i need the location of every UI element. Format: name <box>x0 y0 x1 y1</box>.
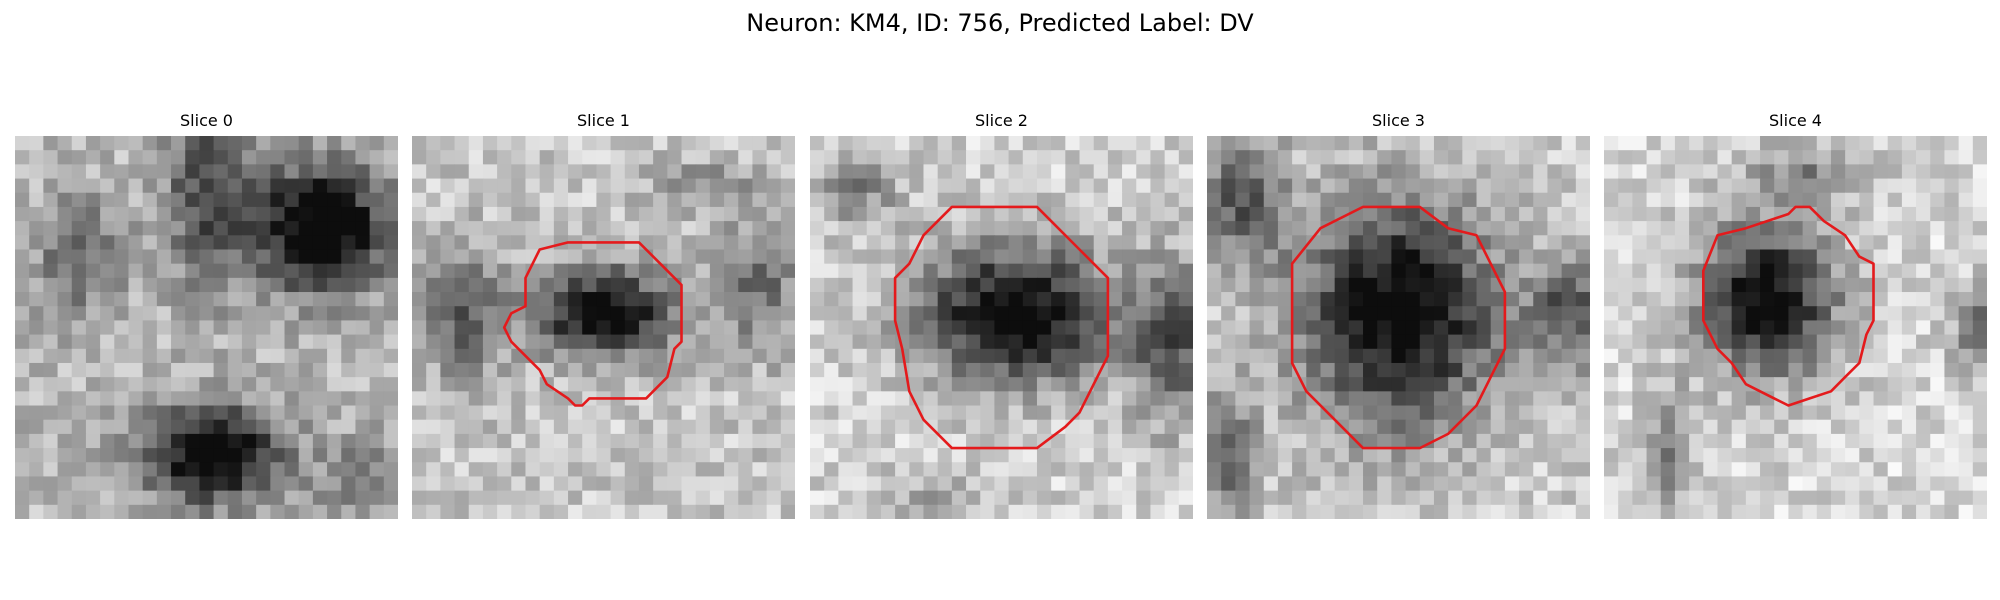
neuron-outline <box>1290 205 1507 450</box>
neuron-outline <box>1702 205 1875 407</box>
slice-title: Slice 2 <box>975 111 1028 130</box>
neuron-outline <box>502 241 683 407</box>
slice-image <box>1207 136 1590 519</box>
slice-image <box>1604 136 1987 519</box>
slice-panel-1: Slice 1 <box>412 107 795 519</box>
slice-title: Slice 0 <box>180 111 233 130</box>
slice-panel-2: Slice 2 <box>810 107 1193 519</box>
slice-panel-0: Slice 0 <box>15 107 398 519</box>
slice-title: Slice 3 <box>1372 111 1425 130</box>
neuron-outline <box>893 205 1110 450</box>
slice-pixels <box>1604 136 1987 519</box>
slice-pixels <box>810 136 1193 519</box>
slice-title: Slice 1 <box>577 111 630 130</box>
slice-pixels <box>15 136 398 519</box>
slice-panel-3: Slice 3 <box>1207 107 1590 519</box>
slice-image <box>15 136 398 519</box>
slice-title: Slice 4 <box>1769 111 1822 130</box>
slice-image <box>412 136 795 519</box>
slice-pixels <box>1207 136 1590 519</box>
slice-panel-4: Slice 4 <box>1604 107 1987 519</box>
slice-pixels <box>412 136 795 519</box>
figure-title: Neuron: KM4, ID: 756, Predicted Label: D… <box>746 9 1254 37</box>
slice-image <box>810 136 1193 519</box>
